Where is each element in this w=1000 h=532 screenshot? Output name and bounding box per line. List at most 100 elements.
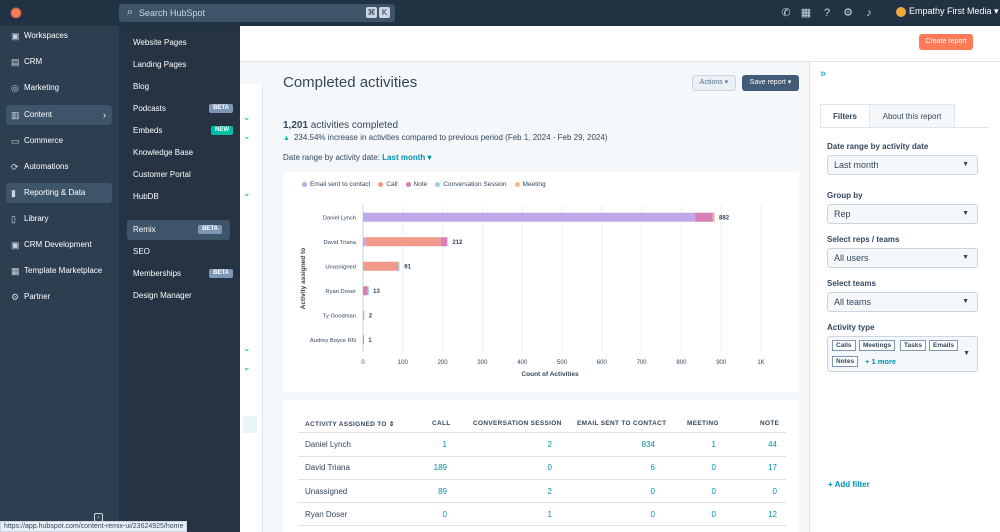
nav-workspaces[interactable]: ▣ Workspaces [6, 26, 112, 46]
cell-email[interactable]: 6 [650, 463, 655, 472]
tag-tasks[interactable]: Tasks [900, 340, 926, 351]
tag-calls[interactable]: Calls [832, 340, 856, 351]
phone-icon[interactable]: ✆ [781, 7, 791, 19]
cell-call[interactable]: 89 [438, 487, 447, 496]
cell-conv[interactable]: 2 [547, 487, 552, 496]
flyout-seo[interactable]: SEO [127, 242, 241, 262]
cell-call[interactable]: 1 [442, 440, 447, 449]
cell-note[interactable]: 44 [768, 440, 777, 449]
tab-filters[interactable]: Filters [820, 104, 870, 128]
selected-sidebar-row[interactable] [243, 416, 257, 433]
nav-reporting[interactable]: ▮ Reporting & Data [6, 183, 112, 203]
account-menu[interactable]: Empathy First Media ▾ [896, 6, 999, 17]
nav-commerce[interactable]: ▭ Commerce [6, 131, 112, 151]
flyout-knowledge-base[interactable]: Knowledge Base [127, 143, 241, 163]
chevron-down-icon[interactable]: ⌄ [243, 188, 251, 198]
chevron-down-icon[interactable]: ⌄ [243, 112, 251, 122]
flyout-memberships[interactable]: Memberships BETA [127, 264, 241, 284]
flyout-customer-portal[interactable]: Customer Portal [127, 165, 241, 185]
select-teams-label: Select teams [827, 279, 876, 288]
flyout-embeds[interactable]: Embeds NEW [127, 121, 241, 141]
cell-conv[interactable]: 2 [547, 440, 552, 449]
cell-note[interactable]: 12 [768, 510, 777, 519]
chevron-down-icon[interactable]: ⌄ [243, 362, 251, 372]
period-comparison: ▲ 234.54% increase in activities compared… [283, 133, 607, 142]
legend-item[interactable]: Conversation Session [435, 181, 507, 188]
cell-meeting[interactable]: 0 [711, 487, 716, 496]
flyout-design-manager[interactable]: Design Manager [127, 286, 241, 306]
add-filter-button[interactable]: + Add filter [828, 480, 870, 489]
help-icon[interactable]: ? [823, 7, 831, 19]
hubspot-logo-icon[interactable]: ✺ [10, 5, 22, 21]
nav-library[interactable]: ▯ Library [6, 209, 112, 229]
cell-email[interactable]: 0 [650, 487, 655, 496]
flyout-website-pages[interactable]: Website Pages [127, 33, 241, 53]
column-header-conversation[interactable]: CONVERSATION SESSION [473, 420, 562, 427]
plus-icon: + [828, 480, 833, 489]
nav-label: Reporting & Data [24, 188, 86, 197]
actions-button[interactable]: Actions ▾ [692, 75, 736, 91]
save-report-button[interactable]: Save report ▾ [742, 75, 799, 91]
select-reps-select[interactable]: All users ▼ [827, 248, 978, 268]
cell-meeting[interactable]: 0 [711, 510, 716, 519]
select-teams-select[interactable]: All teams ▼ [827, 292, 978, 312]
cell-meeting[interactable]: 1 [711, 440, 716, 449]
bar-segment [365, 237, 441, 247]
tag-meetings[interactable]: Meetings [859, 340, 896, 351]
tag-notes[interactable]: Notes [832, 356, 859, 367]
date-range-filter: Date range by activity date: Last month … [283, 153, 432, 162]
nav-automations[interactable]: ⟳ Automations [6, 157, 112, 177]
settings-gear-icon[interactable]: ⚙ [843, 7, 853, 19]
legend-item[interactable]: Meeting [514, 181, 546, 188]
nav-template-marketplace[interactable]: ▦ Template Marketplace [6, 261, 112, 281]
cell-call[interactable]: 0 [442, 510, 447, 519]
tag-emails[interactable]: Emails [929, 340, 958, 351]
nav-partner[interactable]: ⚙ Partner [6, 287, 112, 307]
cell-email[interactable]: 834 [641, 440, 655, 449]
notifications-bell-icon[interactable]: ♪ [866, 7, 872, 19]
nav-content[interactable]: ▥ Content › [6, 105, 112, 125]
cell-conv[interactable]: 0 [547, 463, 552, 472]
date-range-select[interactable]: Last month ▼ [827, 155, 978, 175]
column-header-note[interactable]: NOTE [760, 420, 780, 427]
reporting-icon: ▮ [11, 188, 16, 198]
expand-panel-icon[interactable]: » [820, 68, 827, 80]
search-input[interactable]: ⌕ Search HubSpot ⌘ K [119, 4, 395, 22]
column-header-meeting[interactable]: MEETING [687, 420, 719, 427]
nav-crm-development[interactable]: ▣ CRM Development [6, 235, 112, 255]
column-header-email[interactable]: EMAIL SENT TO CONTACT [577, 420, 667, 427]
cell-conv[interactable]: 1 [547, 510, 552, 519]
legend-item[interactable]: Note [405, 181, 428, 188]
chevron-down-icon[interactable]: ⌄ [243, 343, 251, 353]
bar-segment [363, 310, 365, 320]
command-key-icon: ⌘ [366, 7, 377, 18]
create-report-button[interactable]: Create report [919, 34, 973, 50]
nav-marketing[interactable]: ◎ Marketing [6, 78, 112, 98]
report-list-sidebar [240, 84, 263, 532]
flyout-podcasts[interactable]: Podcasts BETA [127, 99, 241, 119]
more-tags-link[interactable]: + 1 more [865, 357, 897, 366]
cell-email[interactable]: 0 [650, 510, 655, 519]
legend-dot-icon [514, 181, 520, 187]
flyout-remix[interactable]: Remix BETA [127, 220, 230, 240]
cell-note[interactable]: 17 [768, 463, 777, 472]
group-by-select[interactable]: Rep ▼ [827, 204, 978, 224]
legend-label: Note [413, 181, 428, 188]
bar-segment [363, 261, 399, 271]
chevron-down-icon[interactable]: ⌄ [243, 131, 251, 141]
flyout-hubdb[interactable]: HubDB [127, 187, 241, 207]
date-range-dropdown[interactable]: Last month ▾ [382, 153, 432, 162]
cell-meeting[interactable]: 0 [711, 463, 716, 472]
flyout-blog[interactable]: Blog [127, 77, 241, 97]
tab-about-report[interactable]: About this report [869, 104, 955, 128]
column-header-call[interactable]: CALL [432, 420, 451, 427]
row-divider [298, 456, 786, 457]
cell-note[interactable]: 0 [772, 487, 777, 496]
column-header-assigned[interactable]: ACTIVITY ASSIGNED TO ⇕ [305, 420, 395, 428]
nav-crm[interactable]: ▤ CRM [6, 52, 112, 72]
legend-item[interactable]: Email sent to contact [302, 181, 370, 188]
cell-call[interactable]: 189 [433, 463, 447, 472]
flyout-landing-pages[interactable]: Landing Pages [127, 55, 241, 75]
marketplace-icon[interactable]: ▦ [800, 7, 812, 19]
legend-item[interactable]: Call [378, 181, 398, 188]
